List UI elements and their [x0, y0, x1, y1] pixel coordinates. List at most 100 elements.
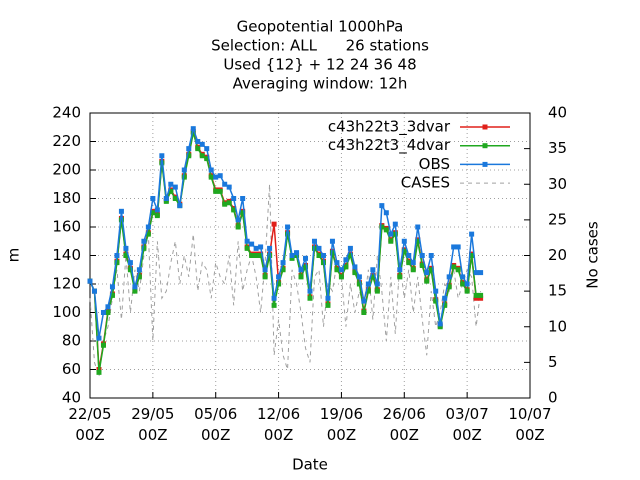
data-point [334, 260, 340, 266]
data-point [424, 270, 430, 276]
y2-tick-label: 25 [548, 210, 567, 228]
data-point [415, 224, 421, 230]
data-point [442, 295, 448, 301]
data-point [114, 253, 120, 258]
x-tick-label: 29/05 00Z [131, 405, 175, 444]
data-point [163, 198, 169, 204]
data-point [410, 260, 416, 266]
series-line [89, 184, 482, 377]
legend-marker [482, 143, 488, 149]
data-point [303, 255, 309, 261]
data-point [136, 267, 142, 273]
data-point [271, 302, 277, 308]
data-point [383, 227, 389, 233]
data-point [118, 208, 124, 214]
chart-title: Geopotential 1000hPa [237, 18, 404, 36]
legend-label: c43h22t3_4dvar [328, 136, 451, 155]
data-point [460, 274, 466, 280]
data-point [285, 224, 291, 230]
y-tick-label: 220 [52, 132, 81, 150]
data-point [109, 284, 115, 290]
legend-marker [482, 161, 488, 167]
data-point [249, 253, 255, 258]
data-point [204, 146, 210, 152]
data-point [208, 174, 214, 180]
legend-label: CASES [401, 174, 450, 192]
y-tick-label: 180 [52, 189, 81, 207]
data-point [123, 245, 129, 251]
data-point [307, 288, 313, 294]
data-point [424, 278, 430, 284]
data-point [289, 255, 295, 261]
data-point [109, 292, 115, 298]
data-point [329, 250, 335, 256]
data-point [271, 221, 277, 227]
data-point [141, 245, 147, 251]
data-point [217, 188, 223, 194]
data-point [419, 253, 425, 258]
data-point [172, 184, 178, 190]
data-point [199, 141, 205, 147]
data-point [271, 295, 277, 301]
chart-title: Used {12} + 12 24 36 48 [223, 56, 416, 74]
data-point [383, 210, 389, 216]
data-point [213, 188, 219, 194]
data-point [473, 292, 479, 298]
data-point [114, 260, 120, 266]
data-point [478, 295, 484, 301]
data-point [469, 231, 475, 237]
data-point [451, 264, 457, 270]
data-point [347, 253, 353, 258]
y-axis-label: m [5, 248, 23, 263]
data-point [172, 196, 178, 201]
x-axis-label: Date [292, 456, 328, 474]
data-point [397, 267, 403, 273]
data-point [231, 196, 237, 201]
data-point [100, 342, 106, 348]
data-point [374, 288, 380, 294]
data-point [226, 184, 232, 190]
data-point [154, 207, 160, 213]
data-point [478, 270, 484, 276]
data-point [320, 253, 326, 258]
data-point [118, 217, 124, 223]
data-point [285, 231, 291, 237]
data-point [473, 295, 479, 301]
data-point [258, 244, 264, 250]
data-point [186, 153, 192, 159]
data-point [406, 260, 412, 266]
data-point [244, 245, 250, 251]
y2-tick-label: 5 [548, 353, 558, 371]
y2-tick-label: 20 [548, 246, 567, 264]
data-point [356, 281, 362, 287]
data-point [352, 270, 358, 276]
data-point [392, 221, 398, 227]
y2-tick-label: 40 [548, 104, 567, 122]
data-point [235, 224, 241, 230]
data-point [145, 231, 151, 237]
data-point [150, 210, 156, 216]
data-point [437, 324, 443, 330]
data-point [437, 321, 443, 327]
legend-label: OBS [419, 155, 450, 173]
data-point [276, 274, 282, 280]
data-point [195, 139, 201, 144]
data-point [235, 217, 241, 223]
x-tick-label: 22/05 00Z [68, 405, 112, 444]
data-point [455, 244, 461, 250]
data-point [464, 281, 470, 287]
data-point [145, 224, 151, 230]
data-point [253, 253, 259, 258]
data-point [338, 274, 344, 280]
x-tick-label: 05/06 00Z [194, 405, 238, 444]
data-point [464, 288, 470, 294]
data-point [253, 245, 259, 251]
data-point [329, 238, 335, 244]
data-point [154, 213, 160, 219]
data-point [343, 264, 349, 270]
data-point [460, 281, 466, 287]
data-point [87, 278, 93, 284]
data-point [406, 253, 412, 258]
y2-tick-label: 35 [548, 139, 567, 157]
